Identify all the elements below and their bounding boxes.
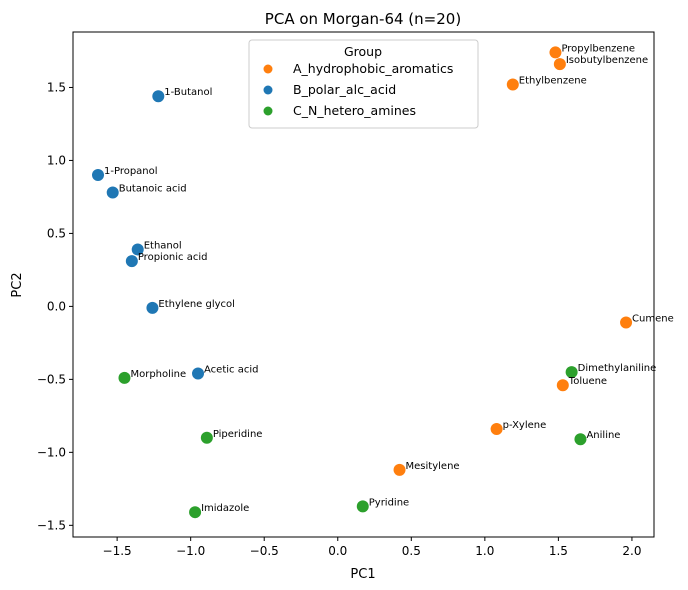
plot-frame <box>72 31 655 538</box>
y-tick-label: 0.0 <box>47 299 66 313</box>
data-point <box>192 367 205 380</box>
data-point <box>490 422 503 435</box>
data-point-label: Acetic acid <box>204 365 258 376</box>
x-tick-label: −1.5 <box>103 544 132 558</box>
data-point <box>553 58 566 71</box>
data-point <box>146 301 159 314</box>
data-point <box>200 431 213 444</box>
legend-title: Group <box>344 44 382 59</box>
y-axis-ticks: −1.5 −1.0 −0.5 0.0 0.5 1.0 1.5 <box>37 80 73 532</box>
data-point <box>574 433 587 446</box>
data-point <box>106 186 119 199</box>
data-point-label: Pyridine <box>369 497 409 508</box>
legend-marker <box>263 64 273 74</box>
data-point <box>189 506 202 519</box>
y-tick-label: −0.5 <box>37 372 66 386</box>
x-tick-label: 0.0 <box>328 544 347 558</box>
data-point-label: Ethanol <box>144 240 182 251</box>
legend: Group A_hydrophobic_aromatics B_polar_alc… <box>248 39 479 129</box>
y-tick-label: −1.0 <box>37 445 66 459</box>
data-point <box>356 500 369 513</box>
data-point-label: Propylbenzene <box>561 43 635 54</box>
legend-entry-label: A_hydrophobic_aromatics <box>293 61 453 76</box>
legend-entry-label: B_polar_alc_acid <box>293 82 396 97</box>
data-point <box>118 371 131 384</box>
data-point <box>393 463 406 476</box>
legend-marker <box>263 106 273 116</box>
data-point-label: 1-Propanol <box>104 166 158 177</box>
data-point-label: Mesitylene <box>406 461 460 472</box>
data-point-label: 1-Butanol <box>164 87 212 98</box>
data-point-label: Ethylbenzene <box>519 76 587 87</box>
x-tick-label: 2.0 <box>622 544 641 558</box>
y-tick-label: 1.0 <box>47 153 66 167</box>
data-point-label: Dimethylaniline <box>578 363 657 374</box>
legend-entry-label: C_N_hetero_amines <box>293 103 416 118</box>
data-point <box>620 316 633 329</box>
data-point <box>152 90 165 103</box>
legend-marker <box>263 85 273 95</box>
x-axis-label: PC1 <box>350 567 375 582</box>
y-tick-label: 0.5 <box>47 226 66 240</box>
data-point-label: Toluene <box>568 376 607 387</box>
data-point-label: Morpholine <box>130 369 186 380</box>
data-point-label: Cumene <box>632 313 674 324</box>
data-point-label: Isobutylbenzene <box>566 55 648 66</box>
data-points <box>92 46 633 519</box>
data-point-label: Ethylene glycol <box>158 299 235 310</box>
y-tick-label: −1.5 <box>37 518 66 532</box>
x-tick-label: 0.5 <box>402 544 421 558</box>
x-tick-label: −0.5 <box>250 544 279 558</box>
data-point <box>556 379 569 392</box>
data-point-label: Imidazole <box>201 503 249 514</box>
chart-title: PCA on Morgan-64 (n=20) <box>265 10 461 28</box>
data-point-label: p-Xylene <box>503 420 547 431</box>
y-axis-label: PC2 <box>10 272 25 297</box>
data-point <box>92 169 105 182</box>
data-point <box>125 255 138 268</box>
data-point <box>565 366 578 379</box>
x-tick-label: 1.0 <box>475 544 494 558</box>
legend-entries: A_hydrophobic_aromatics B_polar_alc_acid C… <box>263 61 453 118</box>
data-point-label: Piperidine <box>213 429 263 440</box>
data-point-label: Butanoic acid <box>119 184 187 195</box>
x-axis-ticks: −1.5 −1.0 −0.5 0.0 0.5 1.0 1.5 2.0 <box>103 537 641 558</box>
legend-box <box>248 39 479 129</box>
data-point <box>131 243 144 256</box>
data-point <box>549 46 562 59</box>
x-tick-label: 1.5 <box>549 544 568 558</box>
y-tick-label: 1.5 <box>47 80 66 94</box>
data-point-label: Propionic acid <box>138 252 208 263</box>
data-point-label: Aniline <box>586 430 620 441</box>
data-point <box>506 78 519 91</box>
x-tick-label: −1.0 <box>176 544 205 558</box>
